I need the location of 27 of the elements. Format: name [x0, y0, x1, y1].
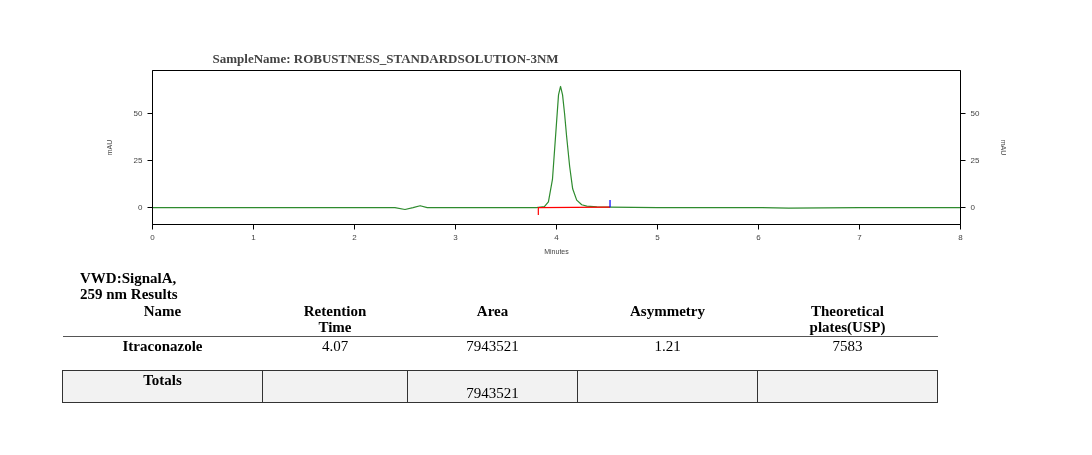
x-tick-label: 8 [958, 232, 964, 242]
y-tick-label: 50 [133, 109, 144, 119]
text: Name [62, 302, 263, 337]
text: Theoretical plates(USP) [757, 302, 938, 337]
x-tick-label: 0 [150, 232, 156, 242]
x-tick-label: 1 [251, 232, 257, 242]
x-tick-label: 3 [453, 232, 459, 242]
x-tick-label: 2 [352, 232, 358, 242]
text: Asymmetry [577, 302, 758, 337]
text: VWD:SignalA, 259 nm Results [80, 270, 179, 302]
text: 1.21 [653, 337, 682, 356]
text: Area [407, 302, 578, 337]
text: Itraconazole [121, 337, 204, 356]
chart-title: SampleName: ROBUSTNESS_STANDARDSOLUTION-3NM [212, 50, 559, 66]
text: 7943521 [465, 337, 520, 356]
y-tick-label: 0 [138, 203, 144, 213]
y2-tick-label: 50 [970, 109, 980, 119]
x-tick-label: 7 [857, 232, 863, 242]
x-tick-label: 4 [554, 232, 560, 242]
text: 4.07 [320, 337, 350, 356]
text: 7583 [831, 337, 864, 356]
y-tick-label: 25 [133, 156, 144, 166]
text: Retention Time [262, 302, 408, 337]
y2-tick-label: 25 [970, 156, 980, 166]
x-tick-label: 6 [756, 232, 762, 242]
y2-tick-label: 0 [970, 203, 976, 213]
x-tick-label: 5 [655, 232, 661, 242]
